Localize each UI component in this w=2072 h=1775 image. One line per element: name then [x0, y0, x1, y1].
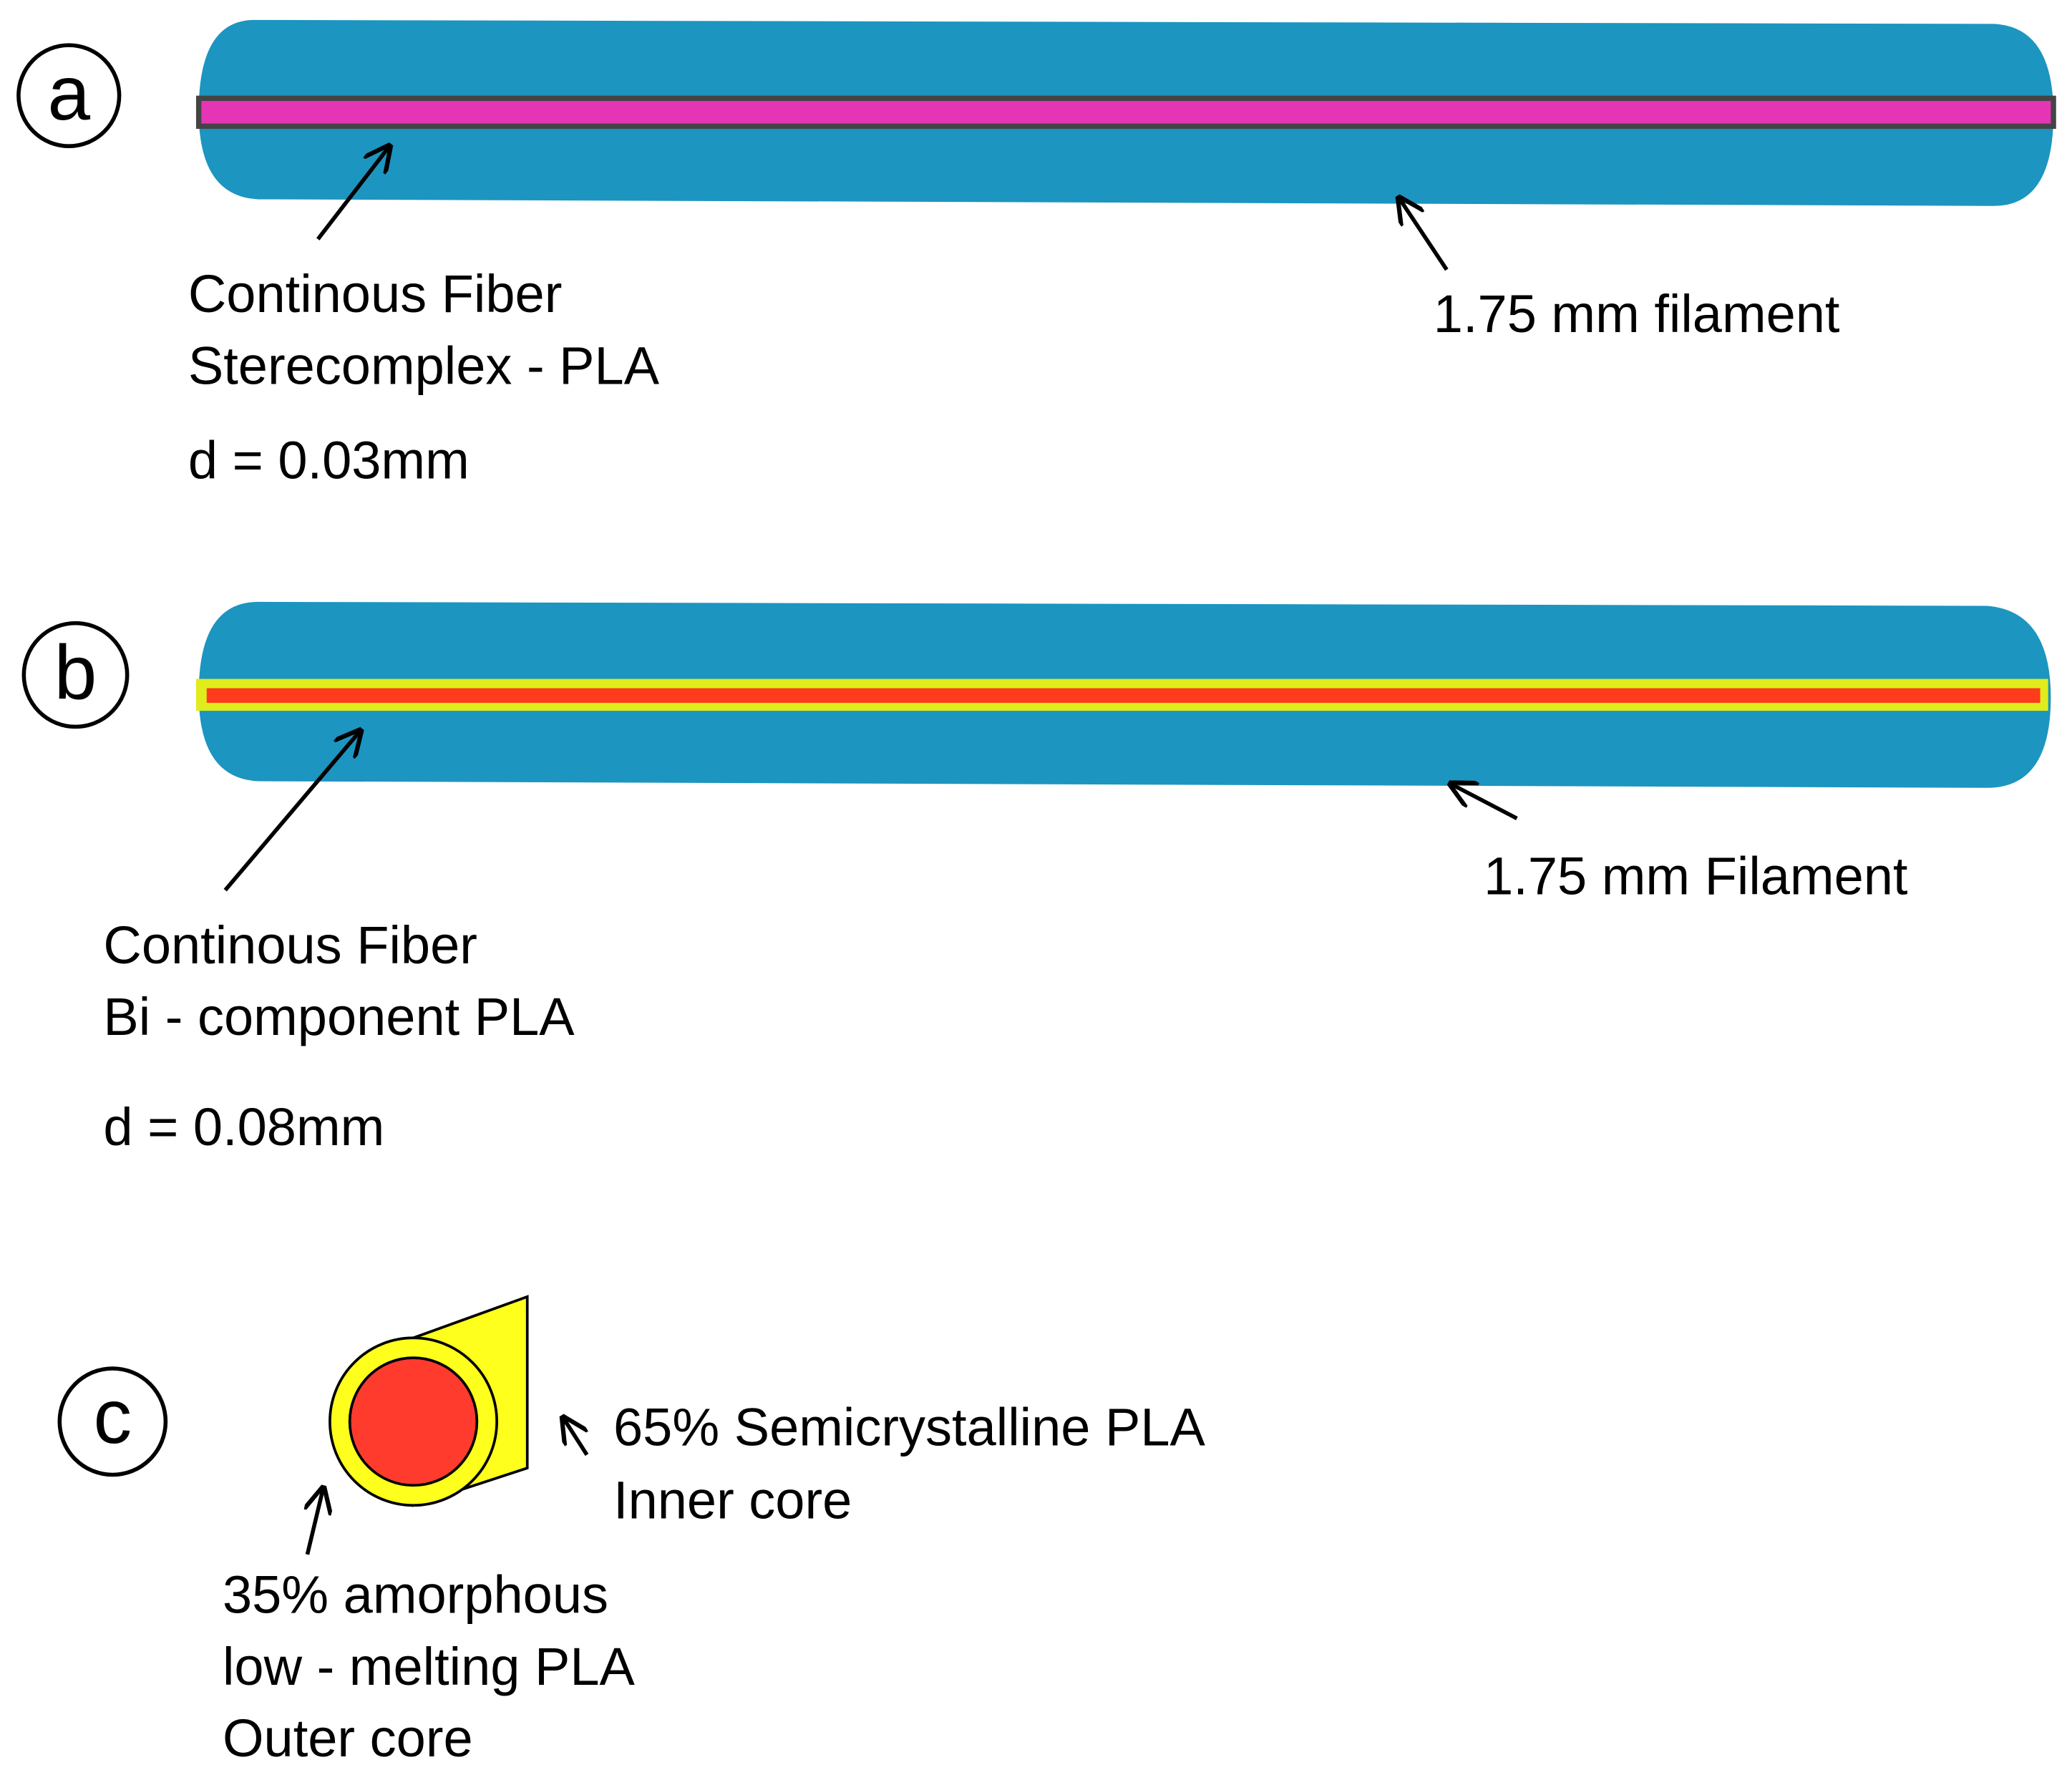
arrow: [1451, 784, 1518, 820]
arrow: [307, 1488, 323, 1555]
panel-letter: a: [47, 50, 90, 136]
panel-badge: [16, 43, 122, 148]
fiber-label: Continous Fiber: [103, 915, 477, 975]
diameter-label: d = 0.08mm: [103, 1097, 384, 1157]
panel-letter: b: [54, 629, 97, 715]
fiber-label: Sterecomplex - PLA: [188, 336, 660, 395]
fiber: [195, 95, 2056, 130]
inner-label: 65% Semicrystalline PLA: [613, 1398, 1205, 1457]
fiber-label: Bi - component PLA: [103, 987, 575, 1046]
panel-letter: c: [94, 1373, 132, 1459]
inner-label: Inner core: [613, 1471, 852, 1530]
arrow: [563, 1418, 589, 1457]
filament-label: 1.75 mm filament: [1434, 284, 1840, 344]
inner-core: [348, 1356, 479, 1487]
outer-label: 35% amorphous: [223, 1565, 608, 1624]
fiber-inner: [206, 688, 2041, 703]
panel-badge: [21, 621, 130, 729]
filament-label: 1.75 mm Filament: [1484, 846, 1908, 905]
arrow: [1399, 198, 1449, 271]
outer-label: Outer core: [223, 1708, 473, 1768]
panel-badge: [57, 1366, 168, 1477]
diameter-label: d = 0.03mm: [188, 430, 470, 490]
fiber-label: Continous Fiber: [188, 264, 563, 324]
arrow: [223, 731, 361, 892]
arrow: [316, 146, 389, 240]
outer-label: low - melting PLA: [223, 1637, 635, 1696]
